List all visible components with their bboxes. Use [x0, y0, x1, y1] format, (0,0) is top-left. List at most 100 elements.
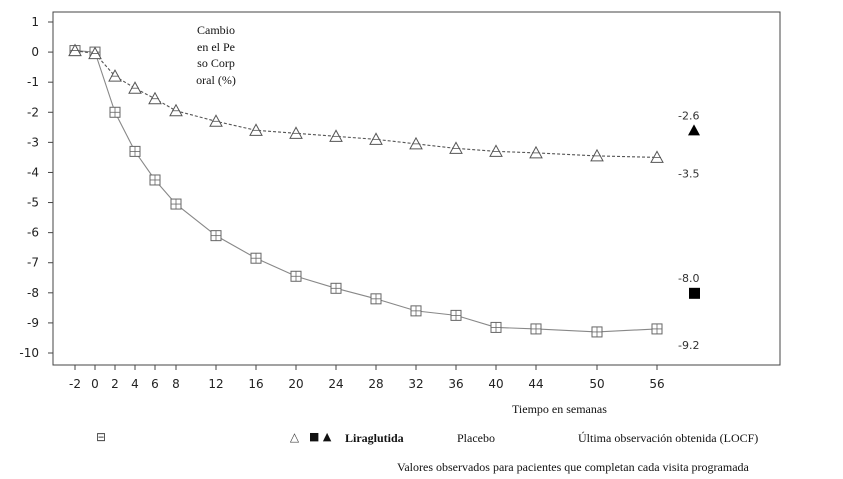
marker-triangle — [329, 129, 343, 142]
x-tick-label: 56 — [649, 377, 664, 391]
square-marker — [250, 252, 262, 264]
x-tick-label: 40 — [488, 377, 503, 391]
locf-filled-triangle — [688, 124, 700, 136]
triangle-marker — [169, 103, 183, 117]
square-marker — [210, 230, 222, 242]
x-tick-label: 0 — [91, 377, 99, 391]
square-marker — [370, 293, 382, 305]
marker-triangle — [529, 145, 543, 159]
marker-triangle — [209, 114, 223, 127]
x-tick-label: 8 — [172, 377, 180, 391]
square-marker — [651, 323, 663, 335]
square-marker — [450, 309, 462, 321]
series-line-2 — [74, 50, 658, 158]
marker-triangle — [409, 136, 423, 150]
triangle-marker — [529, 145, 543, 159]
triangle-marker — [289, 126, 303, 139]
marker-triangle — [249, 123, 263, 136]
locf-value-label: -8.0 — [678, 272, 699, 285]
marker-triangle — [449, 141, 463, 154]
x-tick-label: 44 — [528, 377, 543, 391]
marker-triangle — [650, 150, 664, 163]
x-tick-label: 12 — [208, 377, 223, 391]
square-marker — [410, 305, 422, 317]
x-tick-label: 6 — [151, 377, 159, 391]
series-line-1 — [74, 50, 658, 333]
marker-triangle — [68, 43, 82, 57]
marker-triangle — [148, 91, 162, 105]
y-axis-ticks: 1 0 -1 -2 -3 -4 -5 -6 -7 -8 -9 -10 — [19, 15, 53, 360]
triangle-marker — [590, 148, 604, 162]
marker-triangle — [369, 132, 383, 145]
y-axis-label: Cambio en el Peso Corporal (%) — [196, 22, 236, 88]
marker-triangle — [128, 81, 142, 94]
marker-triangle — [590, 148, 604, 162]
square-marker — [591, 326, 603, 338]
square-marker — [530, 323, 542, 335]
y-tick-label: 0 — [31, 45, 39, 59]
triangle-marker — [329, 129, 343, 142]
locf-markers: -8.0 -2.6 — [678, 109, 700, 299]
y-tick-label: -8 — [27, 286, 39, 300]
square-marker — [129, 145, 141, 157]
triangle-marker — [88, 46, 102, 60]
marker-triangle — [289, 126, 303, 139]
y-tick-label: -7 — [27, 256, 39, 270]
locf-value-label: -2.6 — [678, 109, 699, 122]
x-tick-label: 28 — [368, 377, 383, 391]
y-tick-label: -10 — [19, 346, 39, 360]
x-axis-label: Tiempo en semanas — [512, 402, 607, 416]
x-tick-label: 20 — [288, 377, 303, 391]
triangle-marker — [249, 123, 263, 136]
triangle-marker — [108, 69, 122, 82]
y-tick-label: -5 — [27, 196, 39, 210]
marker-triangle — [108, 69, 122, 82]
y-tick-label: -9 — [27, 316, 39, 330]
triangle-marker — [128, 81, 142, 94]
x-tick-label: 36 — [448, 377, 463, 391]
square-marker — [330, 282, 342, 294]
square-marker — [149, 174, 161, 186]
x-tick-label: 2 — [111, 377, 119, 391]
x-tick-label: 24 — [328, 377, 343, 391]
y-tick-label: -1 — [27, 75, 39, 89]
triangle-marker — [369, 132, 383, 145]
x-axis-ticks: -2 0 2 4 6 8 12 16 20 24 28 32 36 40 44 50 56 — [69, 365, 665, 391]
y-tick-label: 1 — [31, 15, 39, 29]
x-tick-label: 16 — [248, 377, 263, 391]
triangle-marker — [209, 114, 223, 127]
triangle-marker — [148, 91, 162, 105]
marker-triangle — [169, 103, 183, 117]
marker-triangle — [489, 144, 503, 157]
square-marker — [170, 198, 182, 210]
y-tick-label: -2 — [27, 105, 39, 119]
legend-locf-label: Última observación obtenida (LOCF) — [578, 431, 759, 445]
triangle-marker — [409, 136, 423, 150]
legend-observed-symbols: ⊟ △ — [96, 430, 390, 444]
x-tick-label: 50 — [589, 377, 604, 391]
triangle-marker — [68, 43, 82, 57]
triangle-marker — [449, 141, 463, 154]
triangle-marker — [650, 150, 664, 163]
square-marker — [290, 270, 302, 282]
marker-triangle — [88, 46, 102, 60]
series-markers — [68, 43, 664, 338]
y-tick-label: -6 — [27, 226, 39, 240]
square-marker — [490, 321, 502, 333]
legend-drug-label: Liraglutida — [345, 431, 404, 445]
square-marker — [109, 106, 121, 118]
y-tick-label: -3 — [27, 135, 39, 149]
x-tick-label: 4 — [131, 377, 139, 391]
x-tick-label: -2 — [69, 377, 81, 391]
y-tick-label: -4 — [27, 165, 39, 179]
end-labels: -9.2 -3.5 — [678, 167, 699, 352]
legend-observed-label: Valores observados para pacientes que co… — [397, 460, 749, 474]
legend-placebo-label: Placebo — [457, 431, 495, 445]
triangle-marker — [489, 144, 503, 157]
legend-locf-symbols: ■ ▲ — [309, 430, 332, 443]
x-tick-label: 32 — [408, 377, 423, 391]
locf-filled-square — [689, 287, 700, 299]
end-value-label: -9.2 — [678, 339, 699, 352]
end-value-label: -3.5 — [678, 167, 699, 180]
